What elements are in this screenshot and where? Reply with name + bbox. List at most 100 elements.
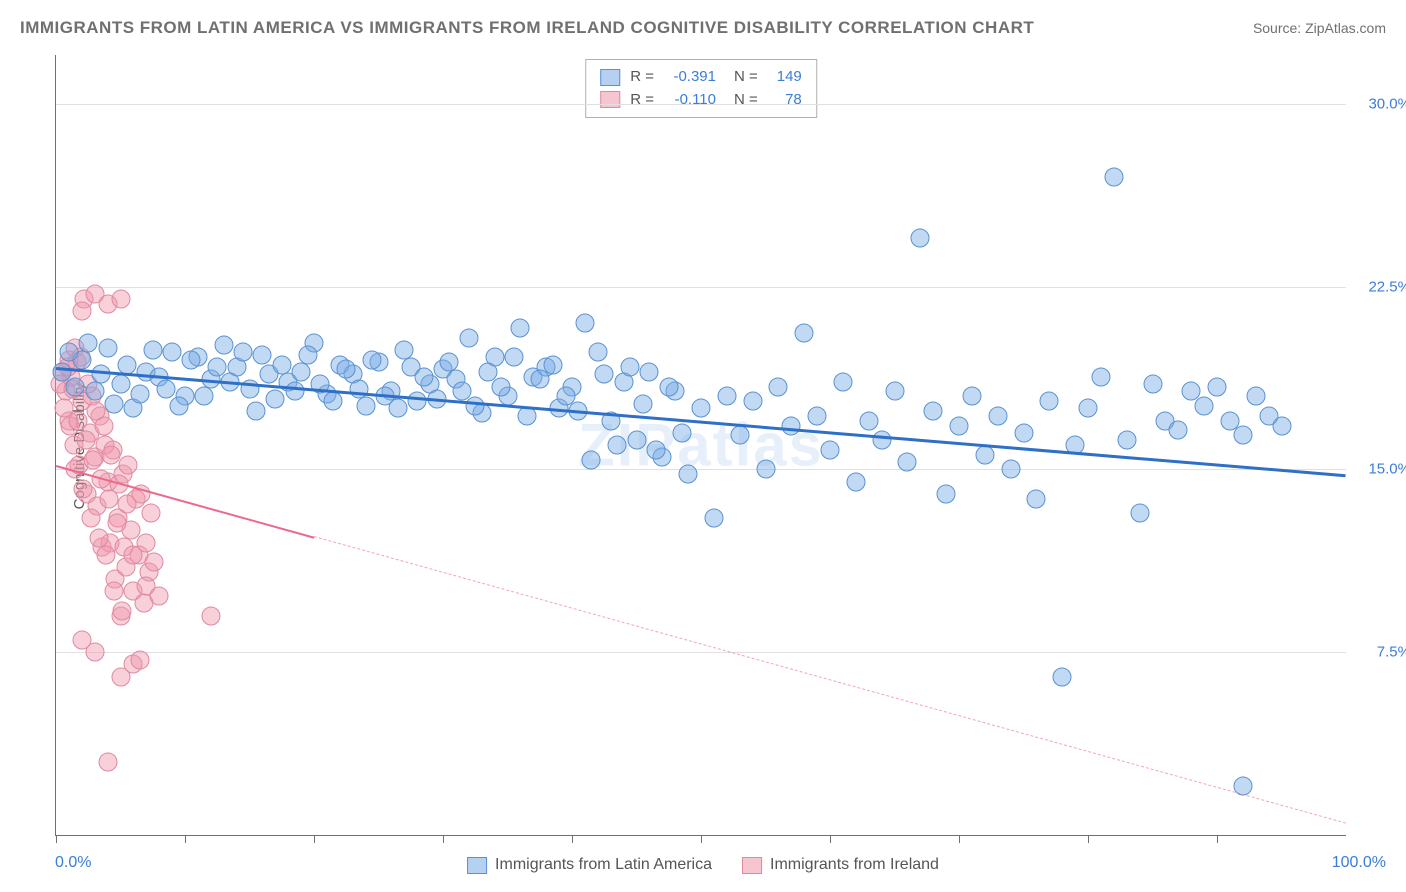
blue-data-point bbox=[234, 343, 253, 362]
blue-data-point bbox=[730, 426, 749, 445]
blue-data-point bbox=[356, 397, 375, 416]
pink-data-point bbox=[72, 301, 91, 320]
blue-data-point bbox=[621, 358, 640, 377]
blue-data-point bbox=[298, 345, 317, 364]
blue-data-point bbox=[1104, 167, 1123, 186]
pink-data-point bbox=[84, 450, 103, 469]
blue-data-point bbox=[659, 377, 678, 396]
blue-data-point bbox=[588, 343, 607, 362]
source-attribution: Source: ZipAtlas.com bbox=[1253, 20, 1386, 36]
blue-data-point bbox=[898, 453, 917, 472]
pink-data-point bbox=[105, 582, 124, 601]
pink-data-point bbox=[76, 431, 95, 450]
blue-data-point bbox=[1208, 377, 1227, 396]
blue-data-point bbox=[363, 350, 382, 369]
blue-data-point bbox=[195, 387, 214, 406]
blue-data-point bbox=[79, 333, 98, 352]
blue-data-point bbox=[272, 355, 291, 374]
r-label: R = bbox=[630, 89, 654, 112]
x-tick bbox=[185, 835, 186, 843]
blue-data-point bbox=[782, 416, 801, 435]
series-legend: Immigrants from Latin America Immigrants … bbox=[467, 856, 939, 874]
blue-data-point bbox=[633, 394, 652, 413]
pink-data-point bbox=[124, 545, 143, 564]
legend-item: Immigrants from Latin America bbox=[467, 856, 712, 874]
pink-data-point bbox=[145, 553, 164, 572]
blue-data-point bbox=[646, 440, 665, 459]
blue-data-point bbox=[595, 365, 614, 384]
blue-data-point bbox=[246, 401, 265, 420]
blue-data-point bbox=[1272, 416, 1291, 435]
x-tick bbox=[959, 835, 960, 843]
blue-data-point bbox=[408, 392, 427, 411]
blue-data-point bbox=[511, 319, 530, 338]
blue-data-point bbox=[85, 382, 104, 401]
blue-data-point bbox=[679, 465, 698, 484]
n-label: N = bbox=[734, 66, 758, 89]
pink-swatch-icon bbox=[600, 91, 620, 108]
blue-data-point bbox=[911, 228, 930, 247]
blue-data-point bbox=[924, 401, 943, 420]
blue-data-point bbox=[350, 379, 369, 398]
x-tick bbox=[830, 835, 831, 843]
legend-label: Immigrants from Ireland bbox=[770, 856, 939, 874]
blue-data-point bbox=[1091, 367, 1110, 386]
gridline bbox=[56, 652, 1346, 653]
blue-data-point bbox=[717, 387, 736, 406]
n-value: 78 bbox=[768, 89, 802, 112]
blue-data-point bbox=[1053, 667, 1072, 686]
pink-data-point bbox=[74, 479, 93, 498]
stats-row: R =-0.391N =149 bbox=[600, 66, 802, 89]
n-value: 149 bbox=[768, 66, 802, 89]
blue-data-point bbox=[253, 345, 272, 364]
blue-data-point bbox=[608, 436, 627, 455]
blue-data-point bbox=[1233, 426, 1252, 445]
x-tick bbox=[1217, 835, 1218, 843]
blue-data-point bbox=[769, 377, 788, 396]
pink-data-point bbox=[111, 667, 130, 686]
blue-data-point bbox=[182, 350, 201, 369]
blue-data-point bbox=[163, 343, 182, 362]
y-tick-label: 15.0% bbox=[1368, 461, 1406, 478]
blue-data-point bbox=[543, 355, 562, 374]
blue-data-point bbox=[627, 431, 646, 450]
pink-data-point bbox=[94, 416, 113, 435]
blue-data-point bbox=[846, 472, 865, 491]
pink-data-point bbox=[112, 601, 131, 620]
blue-data-point bbox=[98, 338, 117, 357]
blue-data-point bbox=[859, 411, 878, 430]
pink-data-point bbox=[102, 445, 121, 464]
blue-data-point bbox=[504, 348, 523, 367]
blue-data-point bbox=[743, 392, 762, 411]
y-tick-label: 22.5% bbox=[1368, 278, 1406, 295]
pink-data-point bbox=[130, 650, 149, 669]
blue-data-point bbox=[92, 365, 111, 384]
blue-data-point bbox=[1079, 399, 1098, 418]
pink-data-point bbox=[111, 289, 130, 308]
x-tick bbox=[701, 835, 702, 843]
blue-data-point bbox=[143, 340, 162, 359]
x-tick bbox=[314, 835, 315, 843]
blue-data-point bbox=[1246, 387, 1265, 406]
blue-data-point bbox=[285, 382, 304, 401]
pink-trendline-dashed bbox=[314, 536, 1346, 824]
pink-data-point bbox=[201, 606, 220, 625]
blue-data-point bbox=[1169, 421, 1188, 440]
blue-data-point bbox=[117, 355, 136, 374]
blue-data-point bbox=[1130, 504, 1149, 523]
blue-data-point bbox=[214, 336, 233, 355]
blue-data-point bbox=[672, 423, 691, 442]
x-axis-max-label: 100.0% bbox=[1332, 854, 1386, 872]
blue-data-point bbox=[440, 353, 459, 372]
blue-data-point bbox=[1040, 392, 1059, 411]
blue-data-point bbox=[756, 460, 775, 479]
blue-data-point bbox=[492, 377, 511, 396]
blue-data-point bbox=[692, 399, 711, 418]
legend-item: Immigrants from Ireland bbox=[742, 856, 939, 874]
blue-data-point bbox=[66, 377, 85, 396]
blue-data-point bbox=[266, 389, 285, 408]
x-tick bbox=[1088, 835, 1089, 843]
pink-data-point bbox=[98, 752, 117, 771]
blue-data-point bbox=[1195, 397, 1214, 416]
r-label: R = bbox=[630, 66, 654, 89]
